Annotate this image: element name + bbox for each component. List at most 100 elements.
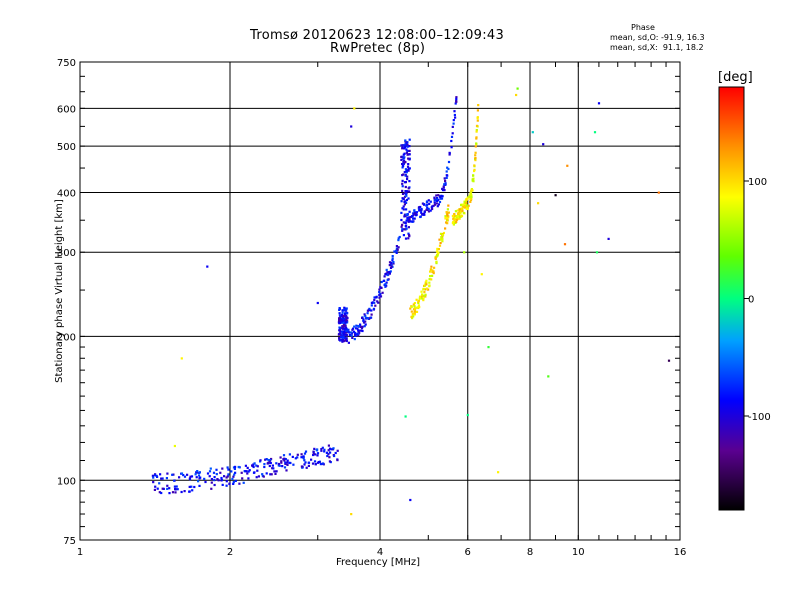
data-point: [405, 148, 408, 151]
data-point: [326, 454, 329, 458]
data-point: [342, 335, 345, 338]
data-point: [334, 451, 337, 455]
data-point: [404, 168, 407, 171]
data-point: [413, 302, 416, 305]
data-point: [208, 470, 212, 473]
data-point: [342, 327, 346, 330]
data-point: [198, 471, 201, 474]
y-tick-label: 200: [57, 332, 76, 343]
data-point: [173, 485, 176, 488]
data-point: [420, 290, 423, 293]
data-point: [283, 466, 287, 469]
data-point: [401, 146, 404, 149]
data-point: [353, 107, 356, 110]
data-point: [300, 456, 303, 459]
data-point: [421, 213, 424, 216]
data-point: [453, 216, 456, 219]
data-points: [151, 87, 671, 516]
data-point: [378, 291, 381, 294]
data-point: [342, 331, 345, 334]
data-point: [343, 337, 346, 340]
data-point: [401, 197, 404, 200]
data-point: [159, 473, 162, 476]
data-point: [401, 189, 404, 192]
data-point: [480, 273, 483, 276]
data-point: [403, 181, 407, 184]
data-point: [350, 125, 353, 128]
data-point: [343, 319, 346, 322]
data-point: [312, 452, 315, 456]
data-point: [274, 472, 277, 475]
y-ticks: 75 100 200 300 400 500 600 750: [57, 58, 680, 547]
data-point: [357, 329, 360, 332]
data-point: [151, 474, 154, 477]
data-point: [280, 461, 283, 464]
data-point: [208, 475, 211, 478]
data-point: [269, 461, 272, 465]
data-point: [407, 157, 410, 160]
data-point: [386, 271, 389, 274]
data-point: [390, 265, 393, 268]
data-point: [475, 129, 478, 132]
data-point: [172, 473, 175, 476]
data-point: [441, 233, 445, 236]
x-tick-label: 16: [674, 547, 687, 558]
data-point: [470, 188, 473, 191]
data-point: [413, 212, 416, 215]
data-point: [286, 459, 289, 462]
data-point: [378, 296, 381, 299]
data-point: [657, 191, 660, 194]
data-point: [454, 210, 457, 213]
data-point: [403, 171, 406, 174]
data-point: [340, 319, 343, 322]
data-point: [433, 203, 437, 206]
data-point: [445, 221, 448, 224]
data-point: [430, 265, 433, 268]
data-point: [345, 319, 348, 322]
data-point: [385, 268, 388, 271]
data-point: [404, 143, 407, 146]
data-point: [401, 182, 404, 185]
data-point: [160, 477, 163, 480]
data-point: [436, 247, 439, 250]
data-point: [451, 222, 454, 225]
colorbar-tick-label: 0: [748, 295, 754, 306]
data-point: [344, 326, 347, 329]
data-point: [362, 318, 365, 321]
data-point: [341, 330, 344, 333]
data-point: [341, 311, 344, 314]
data-point: [355, 333, 359, 336]
data-point: [487, 346, 490, 349]
data-point: [408, 167, 411, 170]
data-point: [443, 189, 446, 192]
data-point: [458, 217, 461, 220]
data-point: [408, 180, 411, 183]
data-point: [196, 470, 199, 473]
data-point: [353, 331, 357, 335]
data-point: [429, 200, 432, 203]
data-point: [401, 207, 404, 210]
data-point: [446, 212, 449, 215]
data-point: [153, 488, 156, 491]
data-point: [361, 325, 364, 328]
data-point: [398, 235, 401, 239]
data-point: [389, 266, 393, 269]
data-point: [466, 197, 469, 200]
data-point: [237, 465, 240, 469]
data-point: [418, 305, 421, 309]
data-point: [461, 209, 464, 212]
data-point: [194, 473, 197, 476]
data-point: [425, 287, 428, 290]
data-point: [311, 462, 315, 465]
data-point: [327, 444, 330, 447]
data-point: [432, 270, 435, 273]
data-point: [376, 300, 379, 303]
data-point: [314, 453, 317, 456]
data-point: [425, 208, 428, 211]
data-point: [462, 203, 465, 206]
x-tick-label: 8: [527, 547, 533, 558]
data-point: [402, 234, 405, 237]
data-point: [166, 484, 169, 487]
data-point: [390, 261, 393, 265]
data-point: [404, 237, 408, 240]
